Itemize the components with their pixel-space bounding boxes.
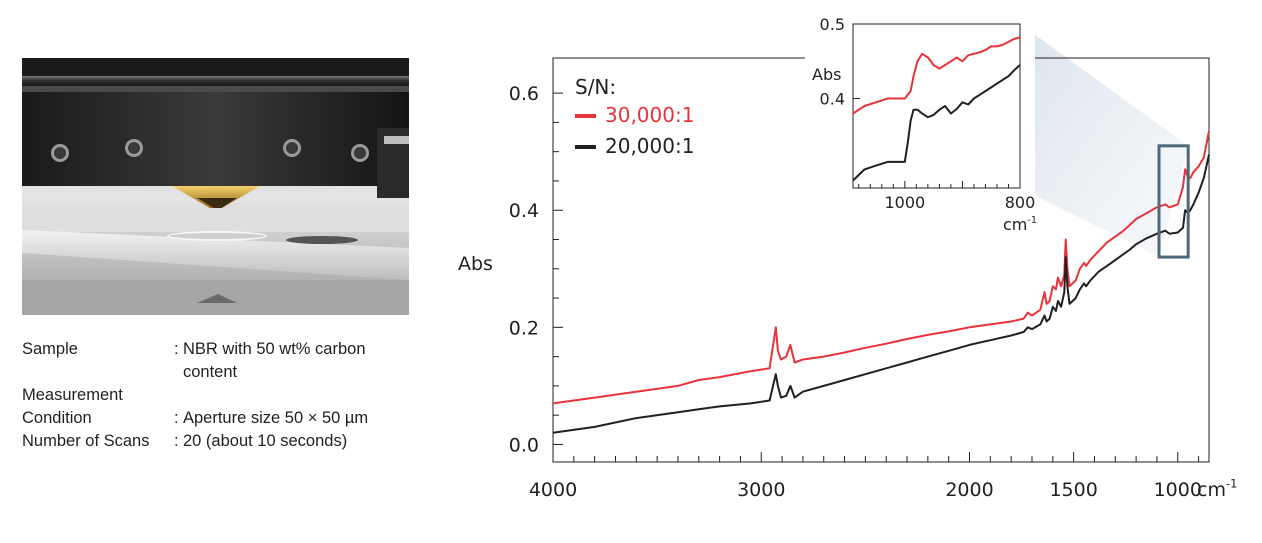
sample-photo [22,58,409,315]
series-lines [552,131,1210,434]
x-tick-label: 4000 [529,479,577,501]
info-row-sample: Sample : NBR with 50 wt% carbon content [22,338,442,384]
legend-label: 20,000:1 [605,134,694,158]
x-tick-label: 3000 [737,479,785,501]
x-axis-label: cm-1 [1197,476,1237,501]
inset-chart: 0.4 0.5 1000 800 Abs cm-1 [805,10,1037,235]
info-label: Number of Scans [22,432,150,450]
info-value: NBR with 50 wt% carbon content [183,340,366,381]
measurement-info: Sample : NBR with 50 wt% carbon content … [22,338,442,453]
legend-label: 30,000:1 [605,103,694,127]
inset-series-lines [852,36,1021,182]
y-tick-label: 0.0 [509,434,539,456]
inset-x-tick-label: 1000 [884,193,925,212]
x-tick-label: 2000 [945,479,993,501]
series-line-1 [552,131,1210,405]
x-tick-label: 1000 [1154,479,1202,501]
info-row-condition: Measurement Condition : Aperture size 50… [22,384,442,430]
legend: S/N: 30,000:1 20,000:1 [575,75,694,158]
y-tick-label: 0.6 [509,83,539,105]
info-label: Measurement Condition [22,386,123,427]
y-tick-label: 0.4 [509,200,539,222]
series-line-2 [552,154,1210,434]
info-label: Sample [22,340,78,358]
y-tick-label: 0.2 [509,317,539,339]
zoom-highlight-box [1157,144,1190,259]
inset-y-tick-label: 0.5 [820,15,845,34]
inset-frame [852,23,1021,189]
info-value: Aperture size 50 × 50 µm [183,409,369,427]
info-value: 20 (about 10 seconds) [183,432,348,450]
x-axis: 4000 3000 2000 1500 1000 [529,452,1202,501]
y-axis: 0.0 0.2 0.4 0.6 [509,83,563,456]
inset-series-line-1 [852,36,1021,115]
info-row-scans: Number of Scans : 20 (about 10 seconds) [22,430,442,453]
inset-x-axis-label: cm-1 [1003,215,1037,234]
inset-x-tick-label: 800 [1005,193,1036,212]
legend-title: S/N: [575,75,616,99]
y-axis-label: Abs [458,253,493,275]
inset-y-tick-label: 0.4 [820,90,845,109]
inset-y-axis-label: Abs [812,65,841,84]
inset-series-line-2 [852,64,1021,182]
zoom-connector [1020,24,1189,258]
x-tick-label: 1500 [1049,479,1097,501]
